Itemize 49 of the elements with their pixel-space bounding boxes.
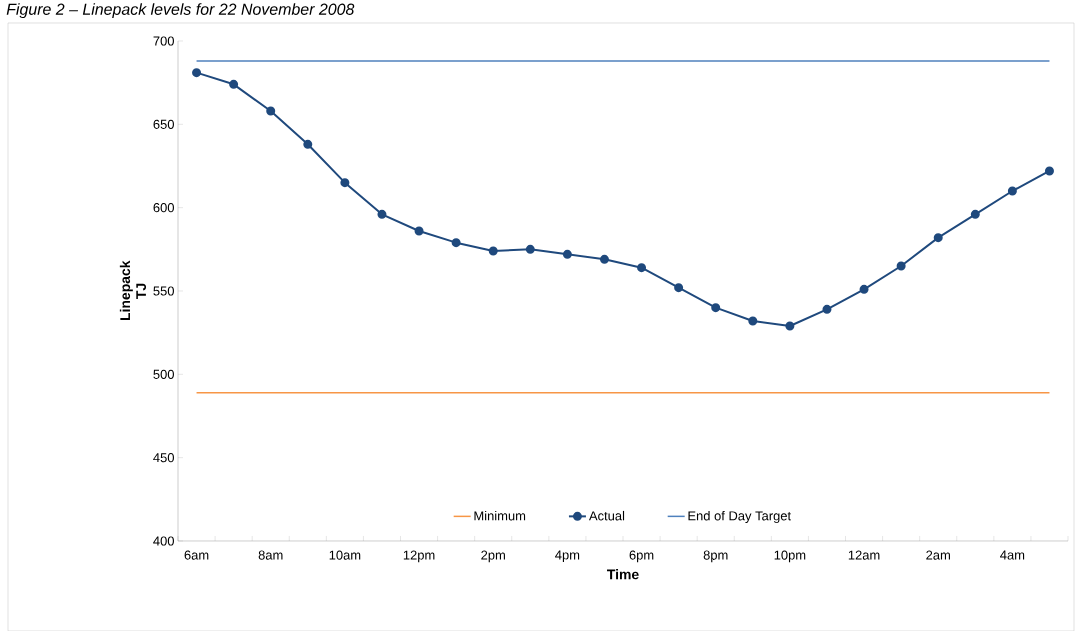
y-tick-label: 650 <box>153 119 174 129</box>
y-tick-label: 400 <box>153 536 174 546</box>
y-tick-label: 500 <box>153 369 174 379</box>
chart-title: Figure 2 – Linepack levels for 22 November 2008 <box>6 3 355 19</box>
point <box>822 304 832 314</box>
legend-label: Minimum <box>474 510 526 521</box>
x-tick-label: 4pm <box>555 550 580 563</box>
x-axis-title: Time <box>607 569 639 580</box>
x-tick-label: 10am <box>329 550 361 560</box>
legend-label: End of Day Target <box>688 510 791 523</box>
x-tick-label: 2am <box>926 550 950 560</box>
point <box>303 139 313 149</box>
x-tick-label: 6pm <box>629 550 654 563</box>
x-tick-label: 2pm <box>481 550 505 563</box>
point <box>896 261 906 271</box>
point <box>970 209 980 219</box>
x-tick-label: 8am <box>258 550 283 560</box>
y-tick-label: 450 <box>153 453 174 463</box>
x-tick-label: 12am <box>848 550 880 560</box>
y-tick-label: 600 <box>153 203 174 213</box>
x-tick-label: 12pm <box>403 550 435 563</box>
point <box>414 226 424 236</box>
x-tick-label: 4am <box>1000 550 1025 560</box>
point <box>340 178 350 188</box>
point <box>599 254 609 264</box>
x-tick-label: 8pm <box>703 550 728 563</box>
point <box>562 249 572 259</box>
point <box>192 68 202 78</box>
point <box>488 246 498 256</box>
point <box>1044 166 1054 176</box>
point <box>711 303 721 313</box>
point <box>637 263 647 273</box>
point <box>266 106 276 116</box>
point <box>229 79 239 89</box>
point <box>451 238 461 248</box>
point <box>525 244 535 254</box>
point <box>933 233 943 243</box>
y-axis-title: Linepack TJ <box>119 260 147 321</box>
point <box>674 283 684 293</box>
point <box>748 316 758 326</box>
point <box>1007 186 1017 196</box>
point <box>785 321 795 331</box>
legend-label: Actual <box>588 510 625 521</box>
y-tick-label: 550 <box>153 286 174 296</box>
x-tick-label: 6am <box>184 550 209 560</box>
point <box>377 209 387 219</box>
y-tick-label: 700 <box>153 36 174 46</box>
x-tick-label: 10pm <box>774 550 806 563</box>
point <box>859 284 869 294</box>
